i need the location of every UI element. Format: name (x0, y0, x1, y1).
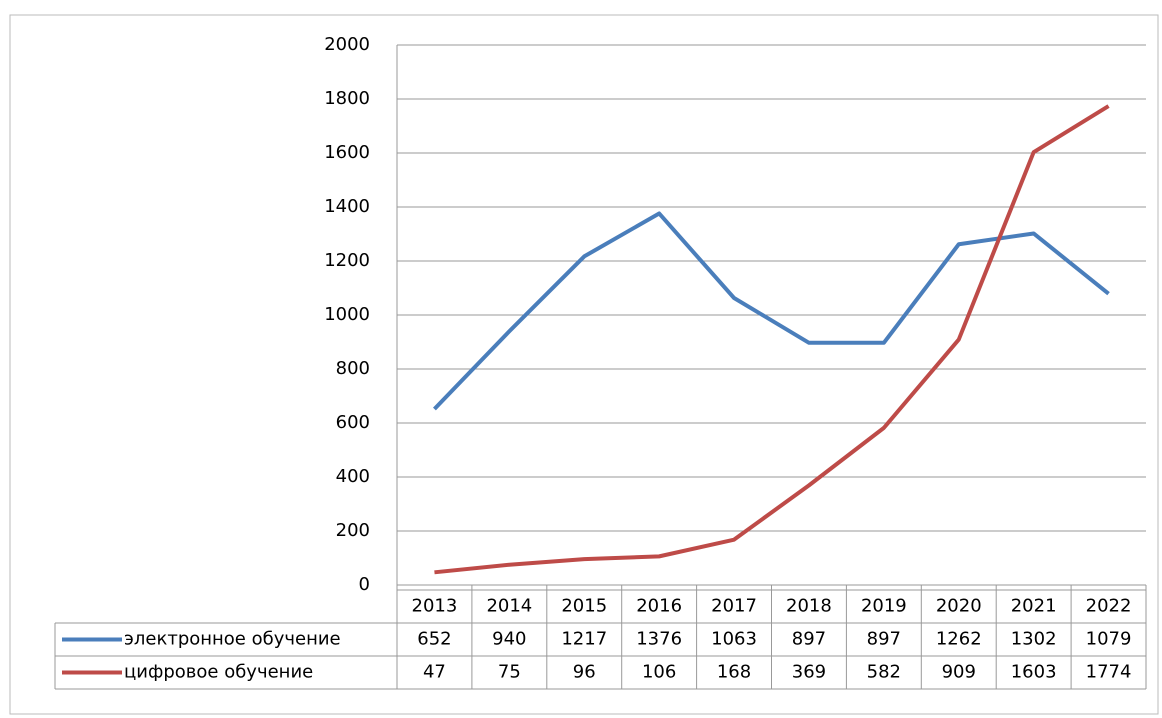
series-line (433, 211, 1110, 411)
table-value: 1603 (1011, 662, 1057, 683)
table-value: 897 (867, 629, 901, 650)
chart-frame (9, 14, 1159, 715)
table-value: 1774 (1086, 662, 1132, 683)
y-tick-label: 600 (336, 412, 370, 433)
x-tick-label: 2018 (786, 596, 832, 617)
x-tick-label: 2016 (636, 596, 682, 617)
y-tick-label: 1400 (324, 196, 370, 217)
table-value: 1376 (636, 629, 682, 650)
table-value: 652 (417, 629, 451, 650)
y-tick-label: 1800 (324, 88, 370, 109)
table-value: 47 (423, 662, 446, 683)
x-tick-label: 2017 (711, 596, 757, 617)
x-tick-label: 2021 (1011, 596, 1057, 617)
y-tick-label: 400 (336, 466, 370, 487)
y-tick-label: 1600 (324, 142, 370, 163)
table-value: 897 (792, 629, 826, 650)
x-tick-label: 2022 (1086, 596, 1132, 617)
table-value: 582 (867, 662, 901, 683)
y-tick-label: 800 (336, 358, 370, 379)
series-line (434, 104, 1110, 575)
y-tick-label: 2000 (324, 34, 370, 55)
x-tick-label: 2020 (936, 596, 982, 617)
table-value: 1262 (936, 629, 982, 650)
table-value: 168 (717, 662, 751, 683)
x-tick-label: 2014 (486, 596, 532, 617)
x-tick-label: 2019 (861, 596, 907, 617)
table-value: 96 (573, 662, 596, 683)
y-tick-label: 0 (359, 574, 370, 595)
table-value: 1063 (711, 629, 757, 650)
table-value: 1302 (1011, 629, 1057, 650)
y-tick-label: 1000 (324, 304, 370, 325)
y-tick-label: 1200 (324, 250, 370, 271)
table-value: 75 (498, 662, 521, 683)
x-tick-label: 2013 (412, 596, 458, 617)
table-value: 1079 (1086, 629, 1132, 650)
y-tick-label: 200 (336, 520, 370, 541)
table-value: 909 (942, 662, 976, 683)
x-tick-label: 2015 (561, 596, 607, 617)
table-value: 940 (492, 629, 526, 650)
table-value: 369 (792, 662, 826, 683)
table-value: 106 (642, 662, 676, 683)
legend-label: цифровое обучение (124, 662, 313, 683)
table-value: 1217 (561, 629, 607, 650)
legend-label: электронное обучение (124, 629, 341, 650)
